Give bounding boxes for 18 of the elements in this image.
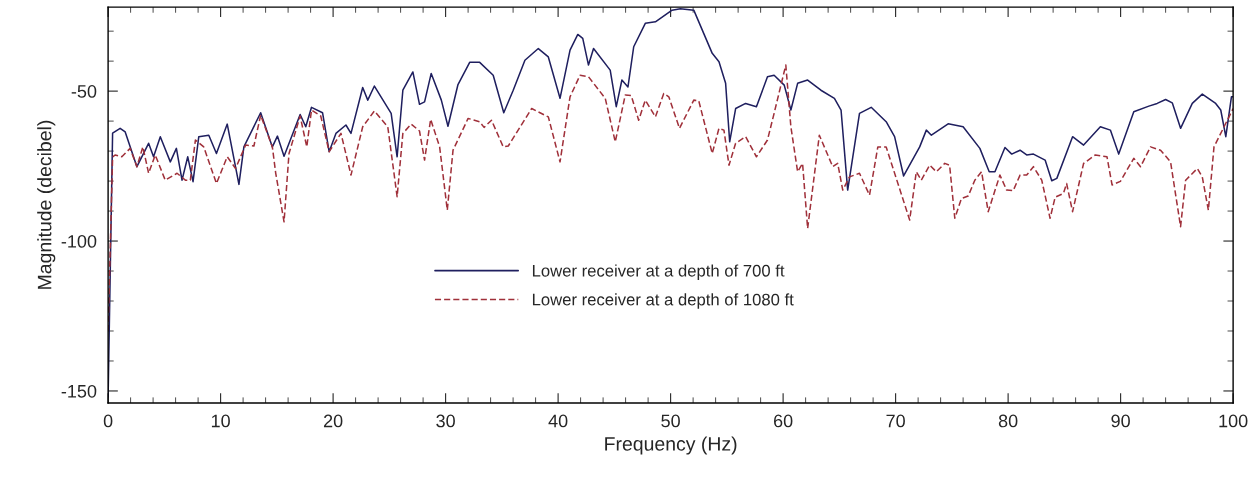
x-tick-label: 30 <box>436 414 455 428</box>
x-tick-label: 0 <box>103 414 113 428</box>
legend-label: Lower receiver at a depth of 700 ft <box>532 264 785 280</box>
y-axis-title: Magnitude (decibel) <box>37 120 56 289</box>
x-tick-label: 40 <box>548 414 568 428</box>
y-tick-label: -50 <box>71 85 97 98</box>
x-tick-label: 80 <box>998 414 1018 428</box>
x-tick-label: 10 <box>211 414 230 428</box>
x-tick-label: 50 <box>661 414 680 428</box>
y-tick-label: -150 <box>61 384 97 398</box>
x-tick-label: 100 <box>1219 414 1248 428</box>
x-tick-label: 20 <box>323 414 343 428</box>
x-tick-label: 60 <box>773 414 793 428</box>
x-axis-title: Frequency (Hz) <box>605 436 737 455</box>
x-tick-label: 90 <box>1111 414 1130 428</box>
x-tick-label: 70 <box>886 414 905 428</box>
y-tick-label: -100 <box>61 234 97 248</box>
legend-label: Lower receiver at a depth of 1080 ft <box>532 293 794 309</box>
